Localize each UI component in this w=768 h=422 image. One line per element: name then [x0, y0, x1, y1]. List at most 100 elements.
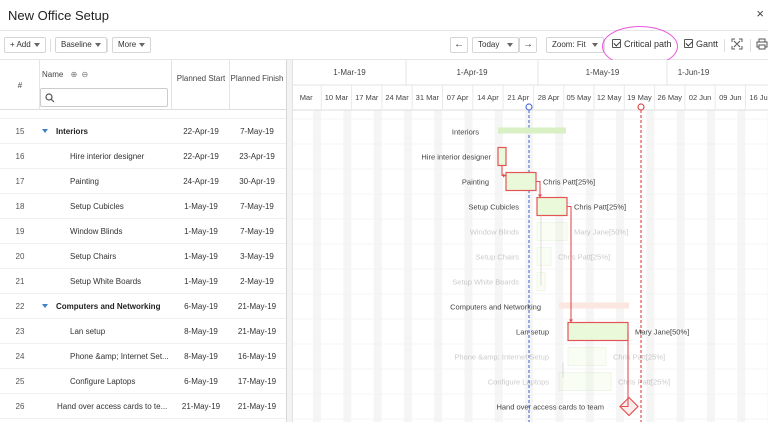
print-icon[interactable] — [756, 38, 768, 52]
task-grid: # Name ⊕ ⊖ Planned Start Planned Finish … — [0, 60, 287, 422]
week-label: 05 May — [567, 93, 592, 102]
milestone-diamond[interactable] — [619, 396, 639, 417]
task-bar[interactable] — [536, 196, 568, 217]
next-arrow-button[interactable]: → — [519, 37, 537, 53]
table-row[interactable]: 18 Setup Cubicles 1-May-19 7-May-19 — [0, 194, 286, 219]
table-row[interactable]: 23 Lan setup 8-May-19 21-May-19 — [0, 319, 286, 344]
gantt-task-label: Painting — [462, 178, 489, 187]
weekend-shade — [555, 110, 564, 422]
table-row[interactable]: 19 Window Blinds 1-May-19 7-May-19 — [0, 219, 286, 244]
task-bar[interactable] — [558, 372, 612, 391]
baseline-button[interactable]: Baseline — [55, 37, 107, 53]
header-planned-finish[interactable]: Planned Finish — [230, 74, 284, 83]
checkbox-checked-icon — [612, 39, 621, 48]
task-bar[interactable] — [497, 146, 507, 167]
more-button-label: More — [118, 40, 137, 49]
chevron-down-icon — [33, 42, 40, 47]
month-label: 1-May-19 — [586, 68, 620, 77]
today-marker-icon[interactable] — [525, 103, 533, 111]
table-row[interactable]: 17 Painting 24-Apr-19 30-Apr-19 — [0, 169, 286, 194]
close-icon[interactable]: × — [756, 6, 764, 21]
gantt-toggle[interactable]: Gantt — [684, 39, 718, 49]
table-row[interactable]: 21 Setup White Boards 1-May-19 2-May-19 — [0, 269, 286, 294]
table-row[interactable]: 25 Configure Laptops 6-May-19 17-May-19 — [0, 369, 286, 394]
week-label: 09 Jun — [719, 93, 742, 102]
weekend-shade — [494, 110, 503, 422]
task-name: Setup Chairs — [70, 252, 117, 261]
gantt-resource-label: Chris Patt[25%] — [574, 203, 626, 212]
week-label: 24 Mar — [385, 93, 409, 102]
gantt-task-label: Interiors — [452, 128, 479, 137]
deadline-marker-icon[interactable] — [637, 103, 645, 111]
task-name: Painting — [70, 177, 99, 186]
task-name: Setup White Boards — [70, 277, 142, 286]
chevron-down-icon — [507, 42, 514, 47]
zoom-dropdown[interactable]: Zoom: Fit — [546, 37, 604, 53]
collapse-all-icon[interactable]: ⊖ — [81, 70, 89, 79]
planned-start-cell: 1-May-19 — [184, 252, 218, 261]
task-bar[interactable] — [505, 171, 537, 192]
header-planned-start[interactable]: Planned Start — [176, 74, 226, 83]
summary-bar[interactable] — [498, 127, 566, 134]
gantt-resource-label: Chris Patt[25%] — [613, 353, 665, 362]
planned-finish-cell: 17-May-19 — [237, 377, 277, 386]
fullscreen-icon[interactable] — [731, 38, 743, 52]
gantt-canvas: 1-Mar-19 1-Apr-19 1-May-19 1-Jun-19 Mar 10 Ma… — [293, 60, 768, 422]
row-number: 22 — [15, 302, 25, 311]
table-row[interactable] — [0, 94, 286, 119]
task-name: Phone &amp; Internet Set... — [70, 352, 168, 361]
planned-start-cell: 8-May-19 — [184, 352, 218, 361]
table-row[interactable]: 26 Hand over access cards to te... 21-May-… — [0, 394, 286, 419]
row-number: 24 — [15, 352, 25, 361]
arrow-head-icon — [569, 319, 573, 323]
toolbar-divider — [750, 39, 751, 52]
planned-finish-cell: 7-May-19 — [240, 127, 274, 136]
add-button[interactable]: + Add — [4, 37, 46, 53]
table-row[interactable]: 22 Computers and Networking 6-May-19 21-May… — [0, 294, 286, 319]
weekend-shade — [403, 110, 412, 422]
collapse-triangle-icon[interactable] — [42, 129, 48, 133]
task-bar[interactable] — [536, 247, 552, 266]
task-bar[interactable] — [567, 321, 629, 342]
weekend-shade — [464, 110, 473, 422]
more-button[interactable]: More — [112, 37, 152, 53]
gantt-task-label: Hire interior designer — [421, 153, 491, 162]
critical-path-toggle[interactable]: Critical path — [612, 39, 672, 49]
row-number: 17 — [15, 177, 25, 186]
gantt-task-label: Computers and Networking — [450, 303, 541, 312]
gantt-task-label: Setup White Boards — [452, 278, 519, 287]
critical-path-connector — [536, 180, 541, 198]
expand-all-icon[interactable]: ⊕ — [70, 70, 78, 79]
planned-finish-cell: 7-May-19 — [240, 202, 274, 211]
task-name: Interiors — [42, 127, 170, 136]
table-row[interactable]: 20 Setup Chairs 1-May-19 3-May-19 — [0, 244, 286, 269]
planned-start-cell: 1-May-19 — [184, 277, 218, 286]
table-row[interactable]: 15 Interiors 22-Apr-19 7-May-19 — [0, 119, 286, 144]
planned-start-cell: 22-Apr-19 — [183, 127, 219, 136]
task-name: Setup Cubicles — [70, 202, 124, 211]
weekend-shade — [434, 110, 443, 422]
week-label: 12 May — [597, 93, 622, 102]
prev-arrow-button[interactable]: ← — [450, 37, 468, 53]
search-input[interactable] — [40, 88, 168, 107]
planned-finish-cell: 2-May-19 — [240, 277, 274, 286]
planned-start-cell: 6-May-19 — [184, 377, 218, 386]
today-dropdown[interactable]: Today — [472, 37, 520, 53]
weekend-shade — [343, 110, 352, 422]
table-row[interactable]: 16 Hire interior designer 22-Apr-19 23-Apr-… — [0, 144, 286, 169]
weekend-shade — [646, 110, 655, 422]
summary-bar[interactable] — [559, 302, 629, 309]
pane-splitter[interactable] — [287, 60, 293, 422]
table-row[interactable]: 24 Phone &amp; Internet Set... 8-May-19 16-… — [0, 344, 286, 369]
row-number: 26 — [15, 402, 25, 411]
search-icon — [45, 93, 55, 103]
task-bar[interactable] — [567, 347, 607, 366]
collapse-triangle-icon[interactable] — [42, 304, 48, 308]
task-bar[interactable] — [536, 222, 568, 241]
window-title: New Office Setup — [8, 8, 109, 23]
week-label: 16 Jun — [749, 93, 768, 102]
header-name[interactable]: Name ⊕ ⊖ — [42, 69, 88, 81]
task-name-text: Interiors — [56, 127, 89, 136]
week-label: 26 May — [657, 93, 682, 102]
row-number: 19 — [15, 227, 25, 236]
